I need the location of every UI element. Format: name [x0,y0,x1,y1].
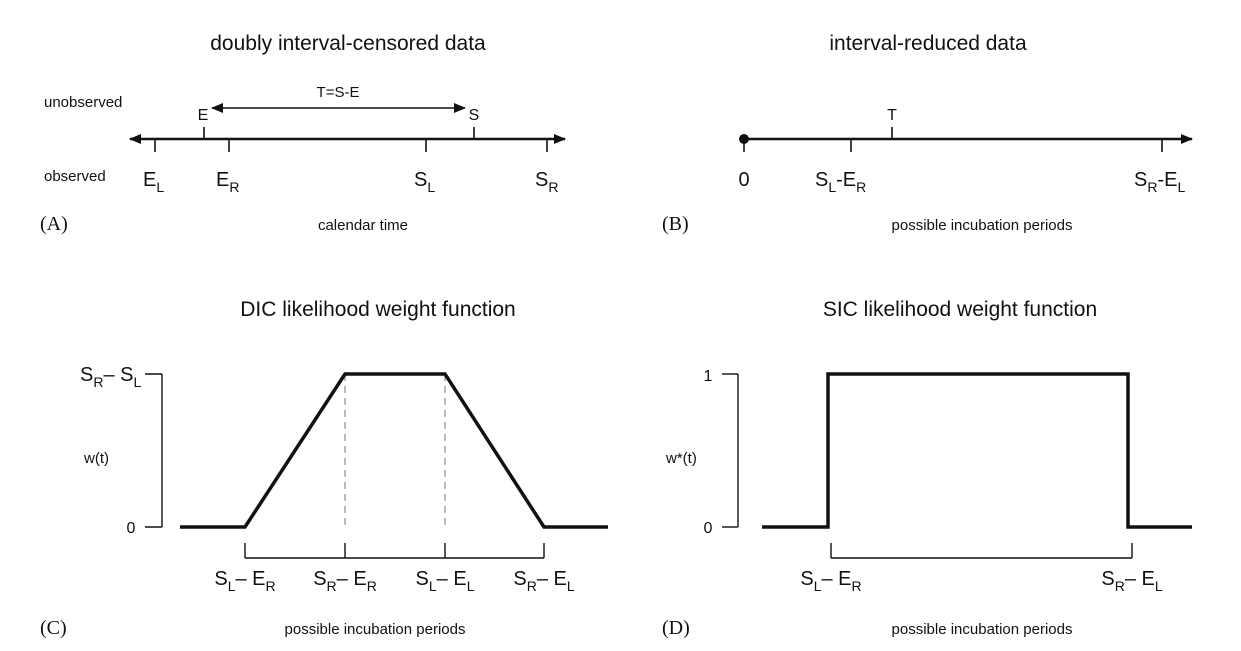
label-e-r: ER [216,169,239,195]
panel-a-xlabel: calendar time [318,217,408,234]
panel-a: doubly interval-censored data unobserved… [40,32,566,235]
y-label-zero-c: 0 [127,520,136,537]
x-tick-label-c-3: SL– EL [416,568,475,594]
x-tick-label-d-1: SL– ER [800,568,861,594]
y-label-top-c: SR– SL [80,364,142,390]
y-axis-label-d: w*(t) [665,450,697,467]
row-label-observed: observed [44,168,106,185]
panel-c-letter: (C) [40,617,67,639]
panel-b: interval-reduced data T 0 SL-ER SR-EL (B… [662,32,1193,235]
label-sr-minus-el-b: SR-EL [1134,169,1185,195]
x-tick-label-d-2: SR– EL [1101,568,1163,594]
panel-b-title: interval-reduced data [829,32,1027,55]
y-axis-label-c: w(t) [83,450,109,467]
x-tick-label-c-4: SR– EL [513,568,575,594]
panel-c-xlabel: possible incubation periods [285,621,466,638]
panel-c: DIC likelihood weight function SR– SL 0 … [40,298,608,639]
y-label-top-d: 1 [704,368,713,385]
label-t: T [887,107,897,124]
y-label-zero-d: 0 [704,520,713,537]
label-e-l: EL [143,169,164,195]
label-sl-minus-er-b: SL-ER [815,169,866,195]
label-e: E [198,107,209,124]
panel-d-xlabel: possible incubation periods [892,621,1073,638]
row-label-unobserved: unobserved [44,94,122,111]
panel-b-letter: (B) [662,213,689,235]
label-s-r: SR [535,169,558,195]
panel-d-letter: (D) [662,617,690,639]
panel-b-xlabel: possible incubation periods [892,217,1073,234]
panel-d: SIC likelihood weight function 1 0 w*(t)… [662,298,1192,639]
label-zero: 0 [738,169,749,191]
label-s-l: SL [414,169,435,195]
panel-a-letter: (A) [40,213,68,235]
panel-d-title: SIC likelihood weight function [823,298,1097,321]
sic-weight-curve [762,372,1192,529]
dic-weight-curve [180,372,608,529]
panel-a-title: doubly interval-censored data [210,32,486,55]
label-s: S [469,107,480,124]
x-tick-label-c-2: SR– ER [313,568,377,594]
panel-c-title: DIC likelihood weight function [240,298,515,321]
label-t-equals-s-minus-e: T=S-E [317,84,360,101]
x-tick-label-c-1: SL– ER [214,568,275,594]
